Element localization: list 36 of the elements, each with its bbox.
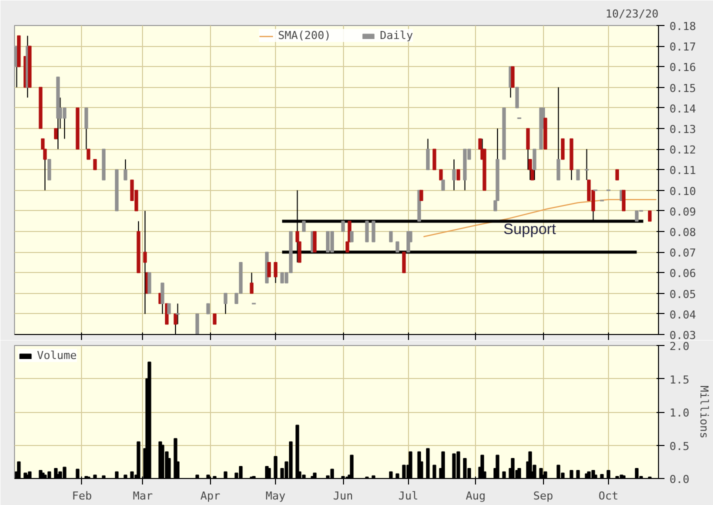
y-tick-label: 1.0 [670, 406, 690, 420]
y-axis-title: Millions [697, 386, 710, 438]
y-tick-label: 0.0 [670, 473, 690, 486]
x-tick-label: Mar [132, 490, 154, 502]
x-tick-label: May [266, 490, 286, 502]
y-tick-label: 0.12 [670, 144, 696, 157]
y-tick-label: 0.08 [670, 226, 696, 239]
x-tick-label: Oct [598, 490, 618, 502]
y-tick-label: 0.07 [670, 246, 696, 260]
y-tick-label: 0.17 [670, 40, 696, 54]
y-tick-label: 0.09 [670, 205, 696, 218]
y-tick-label: 0.13 [670, 123, 696, 136]
y-tick-label: 1.5 [670, 373, 690, 386]
y-tick-label: 0.16 [670, 61, 696, 74]
legend-label: SMA(200) [278, 29, 331, 42]
y-tick-label: 0.03 [670, 329, 696, 342]
text: 10/23/20 [606, 8, 659, 20]
x-tick-label: Sep [533, 490, 554, 502]
annotation: Support [503, 220, 557, 238]
y-tick-label: 0.05 [670, 288, 696, 301]
y-tick-label: 0.15 [670, 82, 696, 95]
x-tick-label: Apr [200, 490, 221, 502]
y-tick-label: 0.06 [670, 267, 696, 280]
legend-label: Daily [380, 29, 414, 42]
x-tick-label: Jul [398, 490, 418, 502]
x-tick-label: Aug [466, 490, 486, 502]
legend-label: Volume [37, 349, 77, 362]
y-tick-label: 0.11 [670, 164, 696, 178]
y-tick-label: 0.5 [670, 440, 690, 453]
y-tick-label: 0.14 [670, 102, 696, 116]
y-tick-label: 2.0 [670, 340, 690, 353]
y-tick-label: 0.04 [670, 308, 696, 322]
y-tick-label: 0.18 [670, 20, 696, 33]
y-tick-label: 0.10 [670, 184, 696, 198]
x-tick-label: Jun [333, 490, 353, 502]
x-tick-label: Feb [72, 490, 92, 502]
